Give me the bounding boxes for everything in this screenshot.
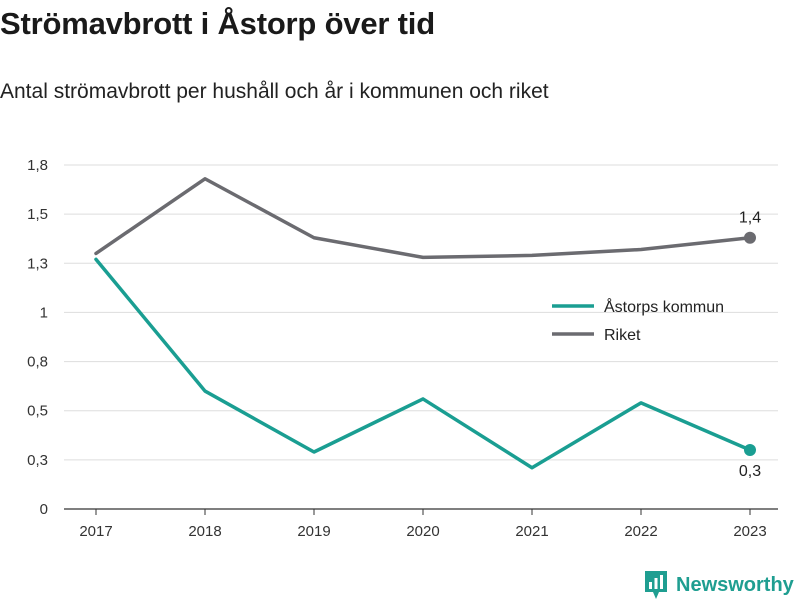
brand: Newsworthy	[644, 570, 794, 600]
x-tick-label: 2019	[297, 523, 330, 540]
newsworthy-logo-icon	[645, 571, 667, 599]
x-tick-label: 2017	[79, 523, 112, 540]
end-label-riket: 1,4	[739, 210, 761, 227]
y-tick-label: 0,3	[27, 452, 48, 469]
series-line-kommun	[94, 257, 752, 470]
y-tick-label: 1,3	[27, 255, 48, 272]
end-point-kommun	[744, 444, 756, 457]
x-tick-label: 2020	[406, 523, 439, 540]
chart-title: Strömavbrott i Åstorp över tid	[0, 6, 435, 41]
legend-label: Riket	[604, 327, 641, 344]
legend: Åstorps kommun Riket	[552, 297, 724, 344]
end-point-riket	[744, 231, 756, 244]
x-tick-label: 2022	[624, 523, 657, 540]
end-label-kommun: 0,3	[739, 463, 761, 480]
y-tick-label: 1,8	[27, 157, 48, 174]
series-lines	[94, 177, 756, 470]
y-tick-label: 1	[40, 304, 48, 321]
end-labels: 1,4 0,3	[739, 210, 761, 480]
legend-label: Åstorps kommun	[604, 297, 724, 316]
y-tick-label: 0	[40, 501, 48, 518]
brand-name: Newsworthy	[676, 573, 794, 596]
y-tick-label: 1,5	[27, 206, 48, 223]
y-axis-ticks: 0 0,3 0,5 0,8 1 1,3 1,5 1,8	[27, 157, 48, 518]
x-axis: 2017 2018 2019 2020 2021 2022 2023	[64, 508, 778, 540]
series-line-riket	[94, 177, 752, 260]
chart-subtitle: Antal strömavbrott per hushåll och år i …	[0, 80, 549, 103]
y-tick-label: 0,8	[27, 354, 48, 371]
x-tick-label: 2018	[188, 523, 221, 540]
x-tick-label: 2023	[733, 523, 766, 540]
y-tick-label: 0,5	[27, 403, 48, 420]
x-tick-label: 2021	[515, 523, 548, 540]
